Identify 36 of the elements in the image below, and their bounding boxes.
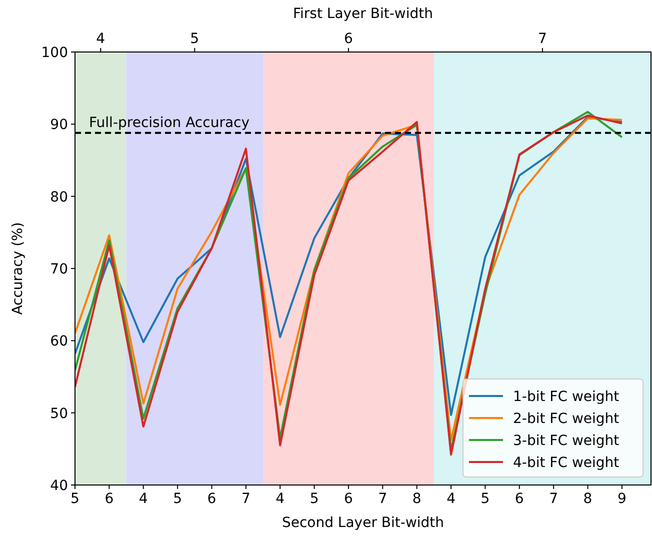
y-tick-label: 100 [41,45,68,61]
legend-label: 2-bit FC weight [513,411,620,427]
x-tick-label: 4 [446,491,456,507]
x-tick-label: 7 [241,491,250,507]
x-axis-title: Second Layer Bit-width [282,515,444,531]
x-tick-label: 5 [480,491,490,507]
legend-label: 4-bit FC weight [513,455,620,471]
y-tick-label: 50 [50,406,68,422]
x-tick-label: 7 [549,491,558,507]
y-tick-label: 40 [50,478,68,494]
text: 5 [190,31,200,47]
text: 6 [344,31,354,47]
x-tick-label: 4 [138,491,148,507]
x-tick-label: 6 [344,491,354,507]
y-tick-label: 70 [50,262,68,278]
legend-label: 1-bit FC weight [513,389,620,405]
x-tick-label: 5 [310,491,319,507]
x-tick-label: 5 [173,491,182,507]
x-tick-label: 8 [412,491,422,507]
x-tick-label: 4 [276,491,285,507]
x-tick-label: 7 [378,491,388,507]
x-tick-label: 6 [104,491,114,507]
ref-line-label: Full-precision Accuracy [89,114,250,131]
x-tick-label: 6 [207,491,216,507]
legend-label: 3-bit FC weight [513,433,620,449]
x-tick-label: 6 [514,491,524,507]
x2-axis-title: First Layer Bit-width [292,6,434,22]
y-tick-label: 90 [50,117,68,134]
y-tick-label: 60 [50,334,68,350]
y-tick-label: 80 [50,189,68,206]
text: 7 [538,31,547,47]
text: 4 [96,31,106,47]
x-tick-label: 9 [617,491,626,507]
x-tick-label: 8 [583,491,592,507]
x-tick-label: 5 [70,491,80,507]
y-axis-title: Accuracy (%) [10,222,26,315]
